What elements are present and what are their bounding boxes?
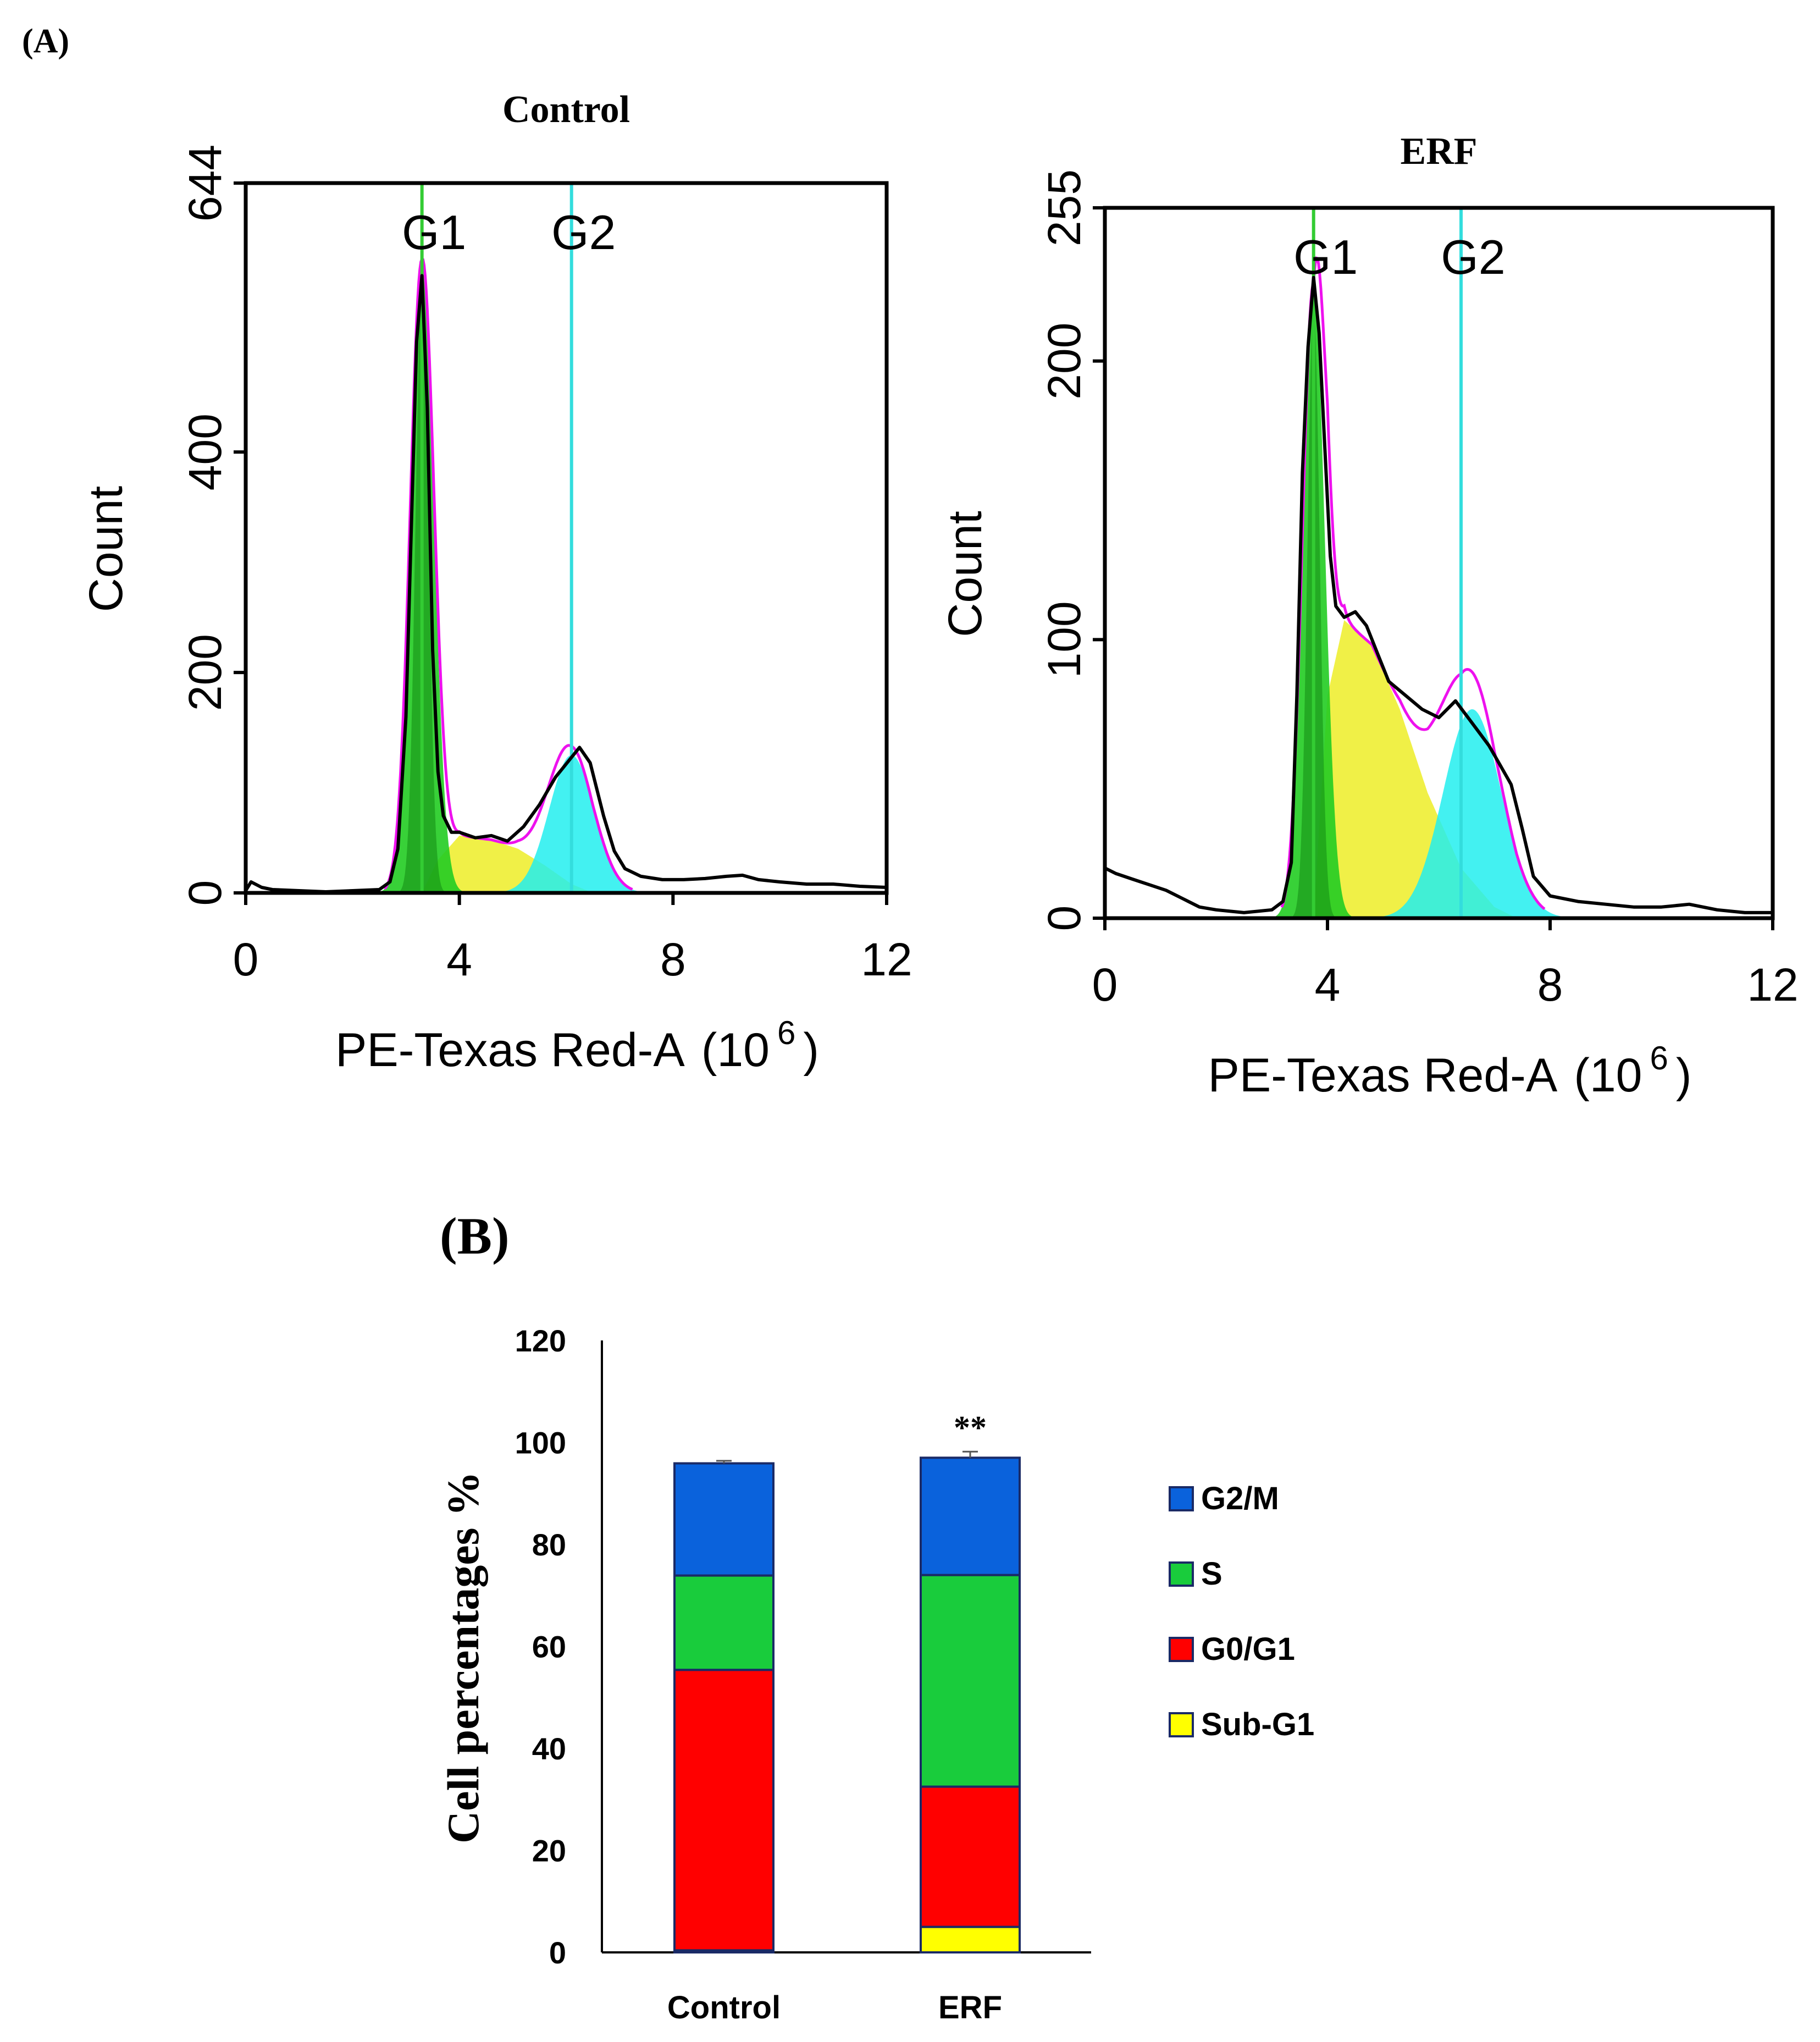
histogram-title: ERF [1401, 130, 1478, 173]
x-tick-label: 0 [233, 934, 259, 985]
erf-histogram: ERF G1 G2 0 4 8 12 0 100 200 255 Count PE-Texas Red-… [939, 130, 1799, 1102]
y-tick-label: 200 [1038, 323, 1090, 400]
legend-label: G0/G1 [1201, 1631, 1295, 1667]
x-tick-label: 8 [1537, 959, 1563, 1011]
legend-swatch [1169, 1486, 1194, 1511]
y-tick-label: 20 [532, 1834, 566, 1868]
y-tick-label: 80 [532, 1527, 566, 1562]
y-axis-title: Count [80, 486, 132, 612]
x-axis-unit-close: ) [803, 1024, 819, 1077]
x-tick-label: 0 [1092, 959, 1118, 1011]
bar-segment-sub-g1 [920, 1925, 1021, 1953]
legend-label: Sub-G1 [1201, 1707, 1314, 1742]
legend-swatch [1169, 1712, 1194, 1737]
x-axis-unit: (10 [1574, 1049, 1642, 1102]
y-axis-title: Count [939, 511, 992, 637]
y-tick-label: 644 [179, 145, 231, 222]
cell-cycle-stacked-bar-chart: 0 20 40 60 80 100 120 Cell percentages % Control… [438, 1323, 1314, 2026]
y-tick-label: 40 [532, 1731, 566, 1766]
category-label: Control [667, 1990, 781, 2026]
control-histogram: Control G1 G2 0 4 8 12 0 200 400 644 Count PE-Texas … [80, 89, 912, 1077]
legend-label: S [1201, 1556, 1222, 1592]
model-fit-curve [383, 257, 633, 891]
legend-swatch [1169, 1561, 1194, 1587]
y-tick-label: 120 [515, 1323, 566, 1358]
x-axis-title: PE-Texas Red-A (10 6) [1208, 1040, 1692, 1102]
y-tick-label: 0 [1038, 906, 1090, 931]
bar-segment-g0-g1 [673, 1669, 775, 1952]
x-axis-unit: (10 [701, 1024, 770, 1077]
significance-marker: ** [954, 1409, 987, 1445]
bar-segment-s [920, 1574, 1021, 1788]
x-tick-label: 12 [861, 934, 912, 985]
y-tick-label: 255 [1038, 169, 1090, 246]
bar-segment-g0-g1 [920, 1785, 1021, 1928]
y-tick-label: 100 [1038, 601, 1090, 678]
bar-segment-g2-m [920, 1456, 1021, 1576]
x-tick-label: 4 [1315, 959, 1341, 1011]
model-fit-curve [1280, 256, 1546, 910]
x-axis-label: PE-Texas Red-A [1208, 1049, 1558, 1102]
y-tick-label: 200 [179, 634, 231, 711]
gate-label-g2: G2 [551, 205, 616, 260]
x-axis-unit-exponent: 6 [777, 1014, 795, 1051]
plot-frame [1103, 206, 1775, 920]
y-tick-label: 0 [549, 1935, 566, 1970]
category-label: ERF [938, 1990, 1002, 2026]
g2-peak-area [1105, 709, 1773, 918]
y-axis-title: Cell percentages % [438, 1471, 488, 1844]
legend-label: G2/M [1201, 1481, 1279, 1516]
panel-b-label: (B) [440, 1207, 510, 1265]
panel-a-label: (A) [22, 23, 69, 60]
plot-frame [244, 181, 889, 895]
histogram-title: Control [502, 89, 630, 131]
y-tick-label: 0 [179, 880, 231, 906]
y-tick-label: 60 [532, 1630, 566, 1664]
gate-label-g2: G2 [1441, 230, 1505, 284]
x-axis-title: PE-Texas Red-A (10 6) [335, 1014, 819, 1077]
x-tick-label: 4 [446, 934, 472, 985]
raw-histogram-trace [244, 274, 887, 893]
x-axis-unit-exponent: 6 [1650, 1040, 1668, 1077]
y-tick-label: 400 [179, 413, 231, 490]
y-tick-label: 100 [515, 1426, 566, 1460]
raw-histogram-trace [1104, 275, 1773, 914]
x-tick-label: 12 [1747, 959, 1798, 1011]
bar-segment-s [673, 1574, 775, 1671]
gate-label-g1: G1 [402, 205, 466, 260]
g2-peak-area [246, 755, 887, 893]
x-axis-unit-close: ) [1676, 1049, 1692, 1102]
gate-label-g1: G1 [1293, 230, 1358, 284]
x-axis-label: PE-Texas Red-A [335, 1024, 685, 1077]
x-tick-label: 8 [660, 934, 686, 985]
legend-swatch [1169, 1637, 1194, 1662]
bar-segment-g2-m [673, 1462, 775, 1577]
